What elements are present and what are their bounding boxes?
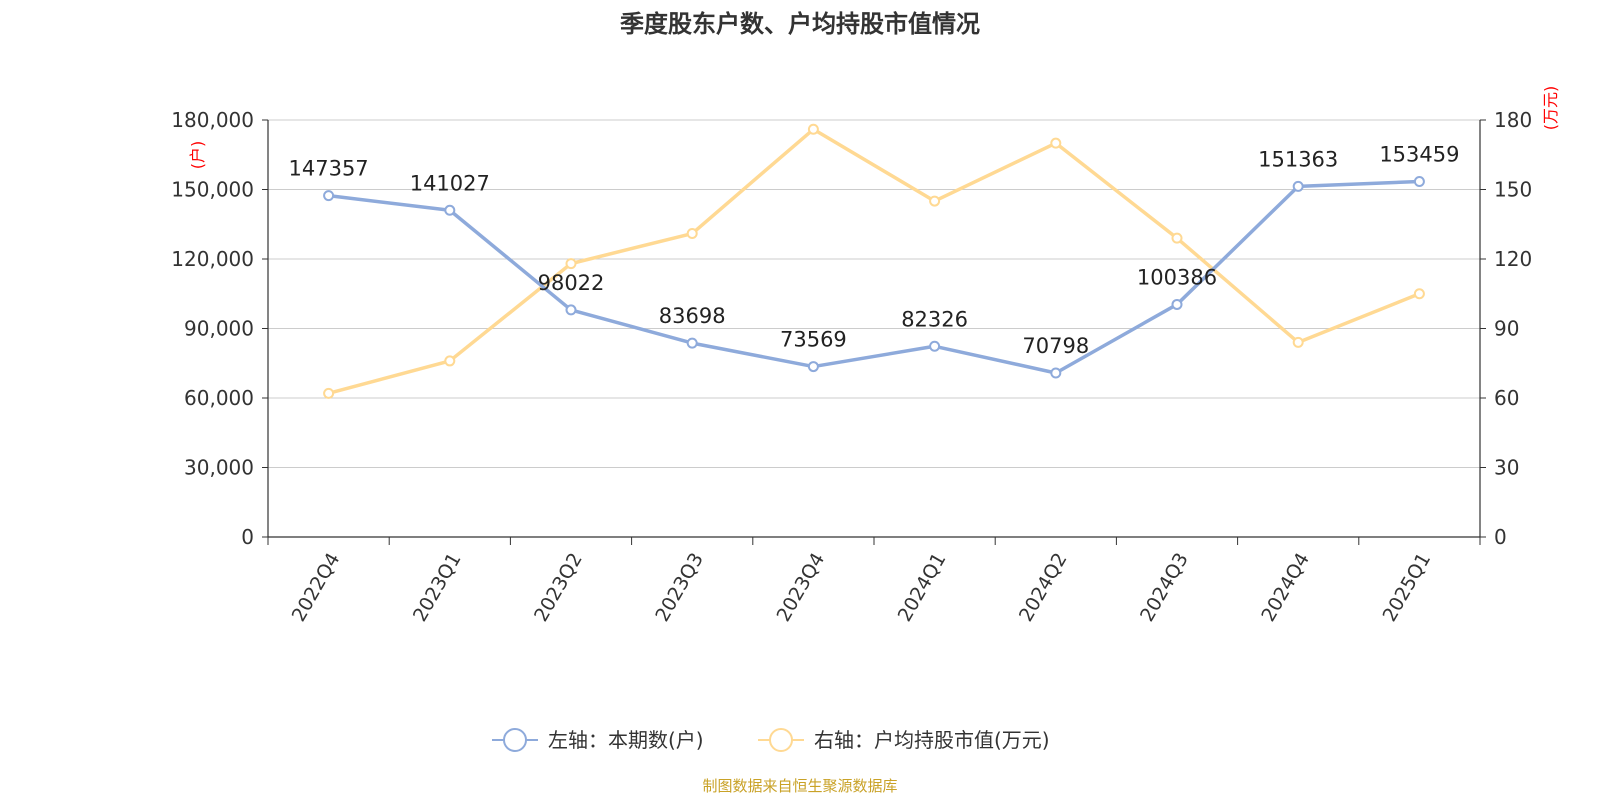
data-label: 70798 [1022,334,1089,358]
series-line-0 [328,179,1420,375]
data-point-1 [1171,232,1183,244]
data-point-0 [807,361,819,373]
data-point-0 [1050,367,1062,379]
left-tick-label: 150,000 [171,178,254,202]
x-tick-label: 2023Q2 [530,549,587,625]
data-point-1 [565,258,577,270]
data-point-1 [1050,137,1062,149]
left-tick-label: 30,000 [184,456,254,480]
data-label: 73569 [780,328,847,352]
x-tick-label: 2023Q4 [772,549,829,625]
legend-label-0: 左轴：本期数(户) [548,728,704,752]
data-point-0 [1413,175,1425,187]
data-point-0 [444,204,456,216]
data-label: 153459 [1379,142,1459,166]
x-tick-label: 2024Q1 [894,549,951,625]
grid-lines [268,119,1480,468]
data-point-1 [929,195,941,207]
left-tick-label: 60,000 [184,386,254,410]
data-label: 151363 [1258,147,1338,171]
data-point-0 [929,340,941,352]
data-label: 100386 [1137,265,1217,289]
data-point-0 [565,304,577,316]
data-point-1 [323,387,335,399]
legend-marker-1 [769,728,793,752]
data-point-1 [807,123,819,135]
data-point-1 [1413,288,1425,300]
x-tick-label: 2024Q3 [1136,549,1193,625]
left-tick-label: 180,000 [171,108,254,132]
data-point-0 [686,337,698,349]
data-label: 82326 [901,307,968,331]
data-label: 83698 [659,304,726,328]
left-tick-label: 90,000 [184,317,254,341]
right-tick-label: 120 [1494,247,1532,271]
chart-title: 季度股东户数、户均持股市值情况 [620,10,980,38]
series-layer [323,123,1425,399]
right-tick-label: 0 [1494,525,1507,549]
data-label: 98022 [538,271,605,295]
data-point-0 [1292,180,1304,192]
x-tick-label: 2022Q4 [288,549,345,625]
x-tick-label: 2025Q1 [1378,549,1435,625]
right-tick-label: 180 [1494,108,1532,132]
left-tick-label: 0 [241,525,254,549]
right-tick-label: 60 [1494,386,1519,410]
x-tick-label: 2024Q4 [1257,549,1314,625]
legend: 左轴：本期数(户) 右轴：户均持股市值(万元) [492,728,1050,752]
right-tick-label: 90 [1494,317,1519,341]
data-point-0 [1171,298,1183,310]
right-tick-label: 30 [1494,456,1519,480]
data-point-1 [444,355,456,367]
legend-marker-0 [503,728,527,752]
right-tick-label: 150 [1494,178,1532,202]
data-label: 147357 [289,157,369,181]
x-tick-label: 2024Q2 [1015,549,1072,625]
data-point-1 [1292,336,1304,348]
data-labels: 147357 141027 98022 83698 73569 82326 70798 100… [289,142,1460,357]
x-tick-label: 2023Q3 [651,549,708,625]
source-note: 制图数据来自恒生聚源数据库 [702,777,897,795]
left-tick-label: 120,000 [171,247,254,271]
legend-label-1: 右轴：户均持股市值(万元) [814,728,1050,752]
data-point-1 [686,228,698,240]
data-label: 141027 [410,171,490,195]
x-tick-label: 2023Q1 [409,549,466,625]
series-line-1 [328,127,1421,396]
right-axis-unit: (万元) [1541,86,1560,131]
data-point-0 [323,190,335,202]
left-axis-unit: (户) [188,141,207,170]
